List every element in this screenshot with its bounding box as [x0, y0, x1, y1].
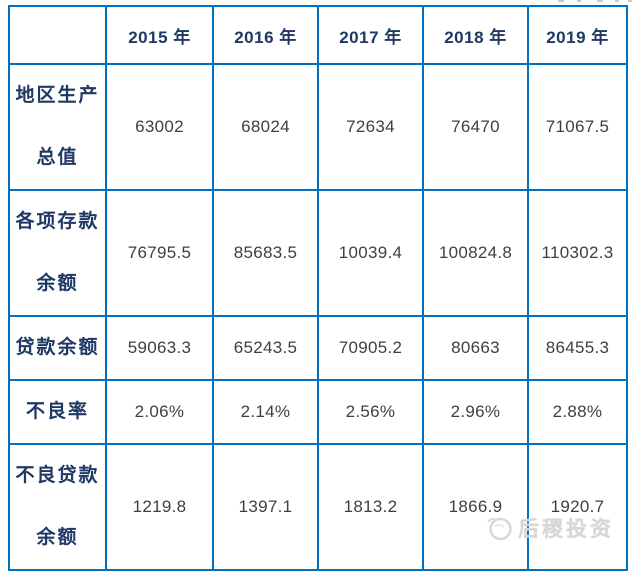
corner-cell [8, 5, 107, 65]
row-label-gdp: 地区生产 总值 [8, 63, 107, 191]
table-row-npl-balance: 不良贷款 余额 1219.8 1397.1 1813.2 1866.9 1920… [8, 443, 628, 571]
value-cell: 71067.5 [527, 63, 628, 191]
value-cell: 1920.7 [527, 443, 628, 571]
row-label-loans: 贷款余额 [8, 315, 107, 381]
value-cell: 63002 [105, 63, 214, 191]
table-row-loans: 贷款余额 59063.3 65243.5 70905.2 80663 86455… [8, 315, 628, 381]
value-cell: 72634 [317, 63, 424, 191]
value-cell: 100824.8 [422, 189, 529, 317]
table-row-gdp: 地区生产 总值 63002 68024 72634 76470 71067.5 [8, 63, 628, 191]
value-cell: 59063.3 [105, 315, 214, 381]
year-header-2019: 2019 年 [527, 5, 628, 65]
year-header-2018: 2018 年 [422, 5, 529, 65]
financial-table: 2015 年 2016 年 2017 年 2018 年 2019 年 地区生产 … [8, 5, 628, 571]
value-cell: 2.88% [527, 379, 628, 445]
year-header-2016: 2016 年 [212, 5, 319, 65]
value-cell: 2.56% [317, 379, 424, 445]
value-cell: 76470 [422, 63, 529, 191]
header-row: 2015 年 2016 年 2017 年 2018 年 2019 年 [8, 5, 628, 65]
value-cell: 2.06% [105, 379, 214, 445]
value-cell: 1397.1 [212, 443, 319, 571]
value-cell: 2.14% [212, 379, 319, 445]
value-cell: 76795.5 [105, 189, 214, 317]
row-label-deposits: 各项存款 余额 [8, 189, 107, 317]
year-header-2017: 2017 年 [317, 5, 424, 65]
year-header-2015: 2015 年 [105, 5, 214, 65]
value-cell: 2.96% [422, 379, 529, 445]
value-cell: 86455.3 [527, 315, 628, 381]
value-cell: 85683.5 [212, 189, 319, 317]
value-cell: 110302.3 [527, 189, 628, 317]
table-row-npl-ratio: 不良率 2.06% 2.14% 2.56% 2.96% 2.88% [8, 379, 628, 445]
row-label-npl-ratio: 不良率 [8, 379, 107, 445]
row-label-npl-balance: 不良贷款 余额 [8, 443, 107, 571]
value-cell: 70905.2 [317, 315, 424, 381]
value-cell: 1219.8 [105, 443, 214, 571]
table-row-deposits: 各项存款 余额 76795.5 85683.5 10039.4 100824.8… [8, 189, 628, 317]
value-cell: 65243.5 [212, 315, 319, 381]
value-cell: 10039.4 [317, 189, 424, 317]
value-cell: 1813.2 [317, 443, 424, 571]
value-cell: 1866.9 [422, 443, 529, 571]
value-cell: 68024 [212, 63, 319, 191]
value-cell: 80663 [422, 315, 529, 381]
